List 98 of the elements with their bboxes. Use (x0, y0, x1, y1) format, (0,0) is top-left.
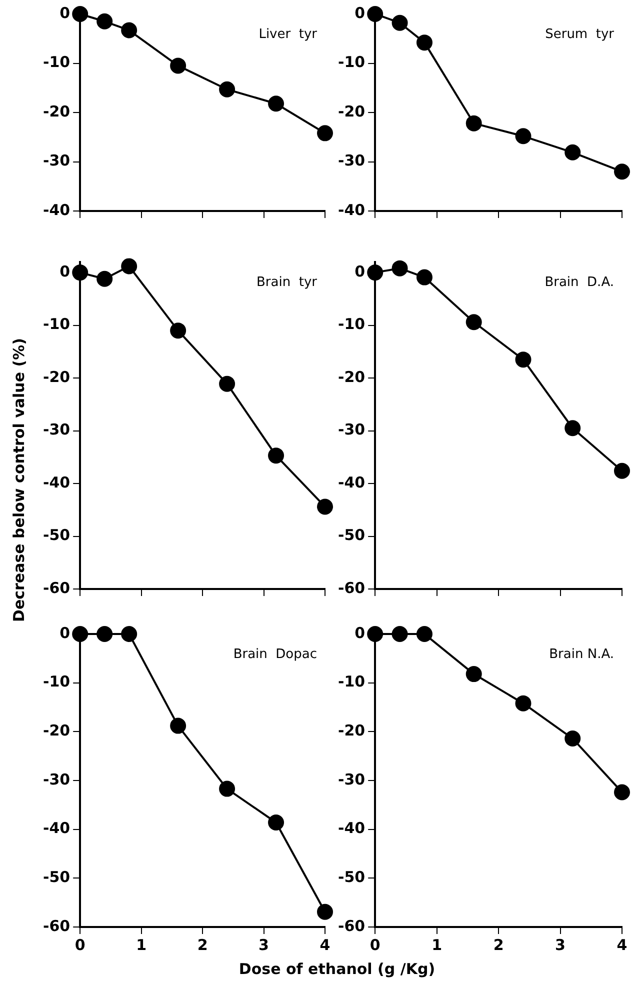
y-tick-label: -40 (42, 200, 70, 219)
x-tick-label: 4 (616, 936, 628, 954)
y-tick-label: -20 (338, 102, 366, 120)
point (466, 666, 482, 682)
x-tick-label: 1 (432, 936, 442, 954)
annotation: Brain Dopac (233, 646, 317, 662)
point (515, 128, 532, 144)
point (268, 96, 284, 112)
y-tick-label: -50 (338, 526, 366, 544)
point (367, 6, 384, 22)
point (564, 144, 581, 160)
point (121, 258, 138, 274)
y-tick-label: -30 (338, 770, 366, 788)
point (515, 352, 532, 368)
point (121, 22, 138, 38)
point (317, 904, 333, 920)
y-tick-label: -10 (338, 672, 366, 691)
y-tick-label: -60 (42, 578, 70, 597)
point (614, 462, 630, 479)
point (170, 718, 186, 734)
point (564, 730, 581, 747)
y-tick-label: -20 (338, 368, 366, 386)
y-tick-label: -10 (42, 53, 70, 72)
annotation: Brain N.A. (549, 646, 614, 662)
y-tick-label: -30 (42, 770, 70, 788)
x-tick-label: 3 (258, 936, 269, 954)
point (392, 260, 408, 276)
y-tick-label: -20 (42, 368, 70, 386)
y-tick-label: 0 (60, 4, 70, 22)
y-tick-label: -20 (42, 102, 70, 120)
y-tick-label: -10 (42, 672, 70, 691)
point (219, 376, 236, 392)
point (170, 322, 186, 339)
y-tick-label: -40 (42, 819, 70, 838)
y-tick-label: -30 (338, 420, 366, 439)
y-tick-label: -40 (42, 473, 70, 492)
point (564, 420, 581, 436)
y-tick-label: -10 (338, 53, 366, 72)
y-tick-label: -50 (42, 526, 70, 544)
y-tick-label: -40 (338, 473, 366, 492)
y-tick-label: 0 (354, 4, 366, 22)
point (515, 695, 532, 712)
point (72, 626, 88, 642)
y-tick-label: -60 (42, 916, 70, 935)
point (614, 164, 630, 180)
point (219, 780, 236, 797)
y-tick-label: 0 (60, 262, 70, 280)
annotation: Brain tyr (256, 274, 318, 290)
y-tick-label: 0 (60, 624, 70, 642)
y-tick-label: 0 (354, 624, 366, 642)
point (466, 314, 482, 330)
x-tick-label: 4 (320, 936, 330, 954)
point (416, 269, 432, 286)
y-tick-label: -10 (338, 315, 366, 334)
x-tick-label: 0 (370, 936, 380, 954)
point (367, 264, 384, 281)
point (317, 125, 333, 142)
point (268, 814, 284, 830)
annotation: Brain D.A. (544, 274, 614, 290)
x-tick-label: 2 (197, 936, 208, 954)
y-tick-label: -10 (42, 315, 70, 334)
y-tick-label: -30 (42, 420, 70, 439)
point (614, 784, 630, 800)
y-tick-label: -40 (338, 200, 366, 219)
point (96, 13, 113, 30)
point (72, 264, 88, 281)
y-tick-label: -20 (338, 722, 366, 740)
point (219, 81, 236, 98)
point (416, 34, 432, 51)
x-tick-label: 3 (555, 936, 566, 954)
annotation: Serum tyr (545, 26, 615, 42)
y-tick-label: -30 (42, 152, 70, 170)
point (392, 626, 408, 642)
y-tick-label: -60 (338, 916, 366, 935)
y-tick-label: -50 (338, 868, 366, 886)
x-tick-label: 2 (493, 936, 504, 954)
y-tick-label: -20 (42, 722, 70, 740)
point (121, 626, 138, 642)
x-axis-title: Dose of ethanol (g /Kg) (238, 960, 436, 978)
x-tick-label: 1 (136, 936, 147, 954)
y-axis-title: Decrease below control value (%) (10, 338, 28, 622)
point (72, 6, 88, 22)
point (96, 270, 113, 287)
x-tick-label: 0 (74, 936, 86, 954)
point (392, 14, 408, 31)
point (416, 626, 432, 642)
point (317, 498, 333, 515)
point (466, 115, 482, 132)
y-tick-label: -50 (42, 868, 70, 886)
y-tick-label: 0 (354, 262, 366, 280)
point (170, 58, 186, 74)
y-tick-label: -30 (338, 152, 366, 170)
point (367, 626, 384, 642)
point (96, 626, 113, 642)
y-tick-label: -60 (338, 578, 366, 597)
annotation: Liver tyr (258, 26, 318, 42)
point (268, 448, 284, 464)
y-tick-label: -40 (338, 819, 366, 838)
